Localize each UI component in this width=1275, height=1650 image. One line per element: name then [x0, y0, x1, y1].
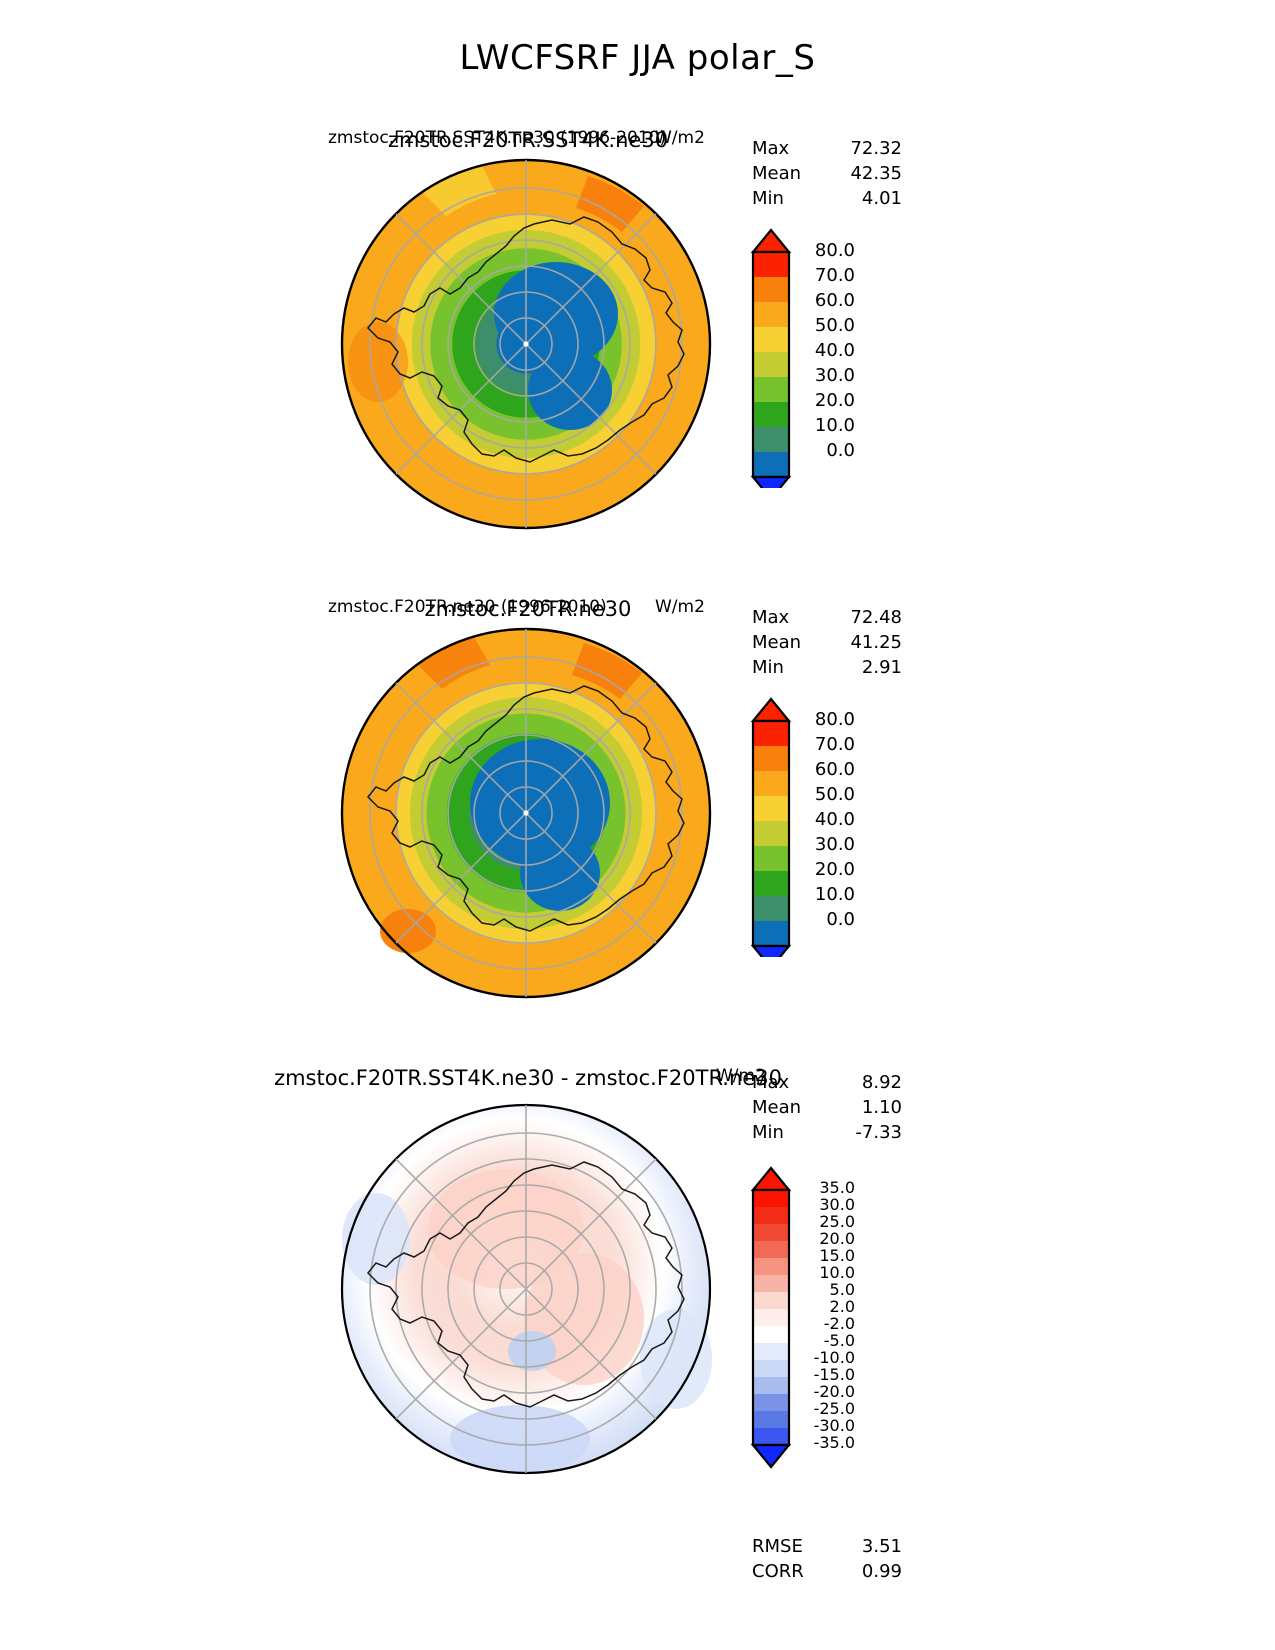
cb-label-0: 35.0 [819, 1178, 855, 1197]
colorbar-labels-difference: 35.0 30.0 25.0 20.0 15.0 10.0 5.0 2.0 -2… [700, 1178, 855, 1452]
graticule [369, 160, 683, 528]
stat-label-mean: Mean [752, 1097, 802, 1118]
cb-label-7: 10.0 [814, 415, 855, 436]
stat-value-max: 8.92 [861, 1072, 902, 1093]
cb-label-4: 15.0 [819, 1246, 855, 1265]
cb-label-10: -10.0 [813, 1348, 855, 1367]
cb-label-13: -25.0 [813, 1399, 855, 1418]
panel-difference-center-title: zmstoc.F20TR.SST4K.ne30 - zmstoc.F20TR.n… [274, 1066, 782, 1090]
cb-label-11: -15.0 [813, 1365, 855, 1384]
cb-label-12: -20.0 [813, 1382, 855, 1401]
cb-label-5: 10.0 [819, 1263, 855, 1282]
panel-control-left-title: zmstoc.F20TR.ne30 (1996-2010) [328, 597, 607, 617]
corr-value: 0.99 [861, 1561, 902, 1582]
colorbar-difference [750, 1166, 792, 1469]
stat-value-min: -7.33 [855, 1122, 902, 1143]
panel-difference-units: W/m2 [716, 1066, 766, 1086]
panel-test-units: W/m2 [655, 128, 705, 148]
cb-label-7: 2.0 [829, 1297, 855, 1316]
cb-label-14: -30.0 [813, 1416, 855, 1435]
cb-label-6: 20.0 [814, 390, 855, 411]
stat-label-min: Min [752, 1122, 784, 1143]
panel-difference-title-row: zmstoc.F20TR.SST4K.ne30 - zmstoc.F20TR.n… [0, 1066, 1275, 1094]
panel-control-center-title: zmstoc.F20TR.ne30 [424, 597, 632, 621]
panel-test-center-title: zmstoc.F20TR.SST4K.ne30 [387, 128, 669, 152]
cb-label-8: 0.0 [826, 440, 855, 461]
stat-value-mean: 41.25 [850, 632, 902, 653]
stat-value-min: 4.01 [861, 188, 902, 209]
stat-label-max: Max [752, 607, 790, 628]
cb-label-0: 80.0 [814, 240, 855, 261]
cb-label-2: 25.0 [819, 1212, 855, 1231]
stat-label-max: Max [752, 1072, 790, 1093]
stat-value-min: 2.91 [861, 657, 902, 678]
cb-label-2: 60.0 [814, 290, 855, 311]
stat-label-mean: Mean [752, 163, 802, 184]
colorbar-control [750, 697, 792, 957]
cb-label-0: 80.0 [814, 709, 855, 730]
cb-label-3: 20.0 [819, 1229, 855, 1248]
cb-label-1: 70.0 [814, 265, 855, 286]
polar-map-test [340, 158, 712, 530]
colorbar-labels-control: 80.0 70.0 60.0 50.0 40.0 30.0 20.0 10.0 … [700, 709, 855, 939]
page-title: LWCFSRF JJA polar_S [459, 38, 816, 78]
stat-value-max: 72.48 [850, 607, 902, 628]
panel-test-title-row: zmstoc.F20TR.SST4K.ne30 (1996-2010) zmst… [0, 128, 1275, 156]
cb-label-8: 0.0 [826, 909, 855, 930]
cb-label-4: 40.0 [814, 340, 855, 361]
cb-label-3: 50.0 [814, 315, 855, 336]
colorbar-test [750, 228, 792, 488]
stat-value-mean: 1.10 [861, 1097, 902, 1118]
panel-test-left-title: zmstoc.F20TR.SST4K.ne30 (1996-2010) [328, 128, 667, 148]
cb-label-15: -35.0 [813, 1433, 855, 1452]
cb-label-1: 70.0 [814, 734, 855, 755]
cb-label-3: 50.0 [814, 784, 855, 805]
polar-map-difference [340, 1103, 712, 1475]
cb-label-1: 30.0 [819, 1195, 855, 1214]
cb-label-8: -2.0 [823, 1314, 855, 1333]
cb-label-6: 5.0 [829, 1280, 855, 1299]
cb-label-6: 20.0 [814, 859, 855, 880]
panel-control-units: W/m2 [655, 597, 705, 617]
stat-value-mean: 42.35 [850, 163, 902, 184]
stat-value-max: 72.32 [850, 138, 902, 159]
polar-map-control [340, 627, 712, 999]
rmse-value: 3.51 [861, 1536, 902, 1557]
cb-label-9: -5.0 [823, 1331, 855, 1350]
stat-label-min: Min [752, 188, 784, 209]
cb-label-5: 30.0 [814, 365, 855, 386]
stat-label-min: Min [752, 657, 784, 678]
stat-label-mean: Mean [752, 632, 802, 653]
rmse-label: RMSE [752, 1536, 803, 1557]
stat-label-max: Max [752, 138, 790, 159]
panel-control-title-row: zmstoc.F20TR.ne30 (1996-2010) zmstoc.F20… [0, 597, 1275, 625]
cb-label-5: 30.0 [814, 834, 855, 855]
cb-label-4: 40.0 [814, 809, 855, 830]
cb-label-7: 10.0 [814, 884, 855, 905]
graticule [369, 1105, 683, 1473]
cb-label-2: 60.0 [814, 759, 855, 780]
colorbar-labels-test: 80.0 70.0 60.0 50.0 40.0 30.0 20.0 10.0 … [700, 240, 855, 470]
corr-label: CORR [752, 1561, 804, 1582]
